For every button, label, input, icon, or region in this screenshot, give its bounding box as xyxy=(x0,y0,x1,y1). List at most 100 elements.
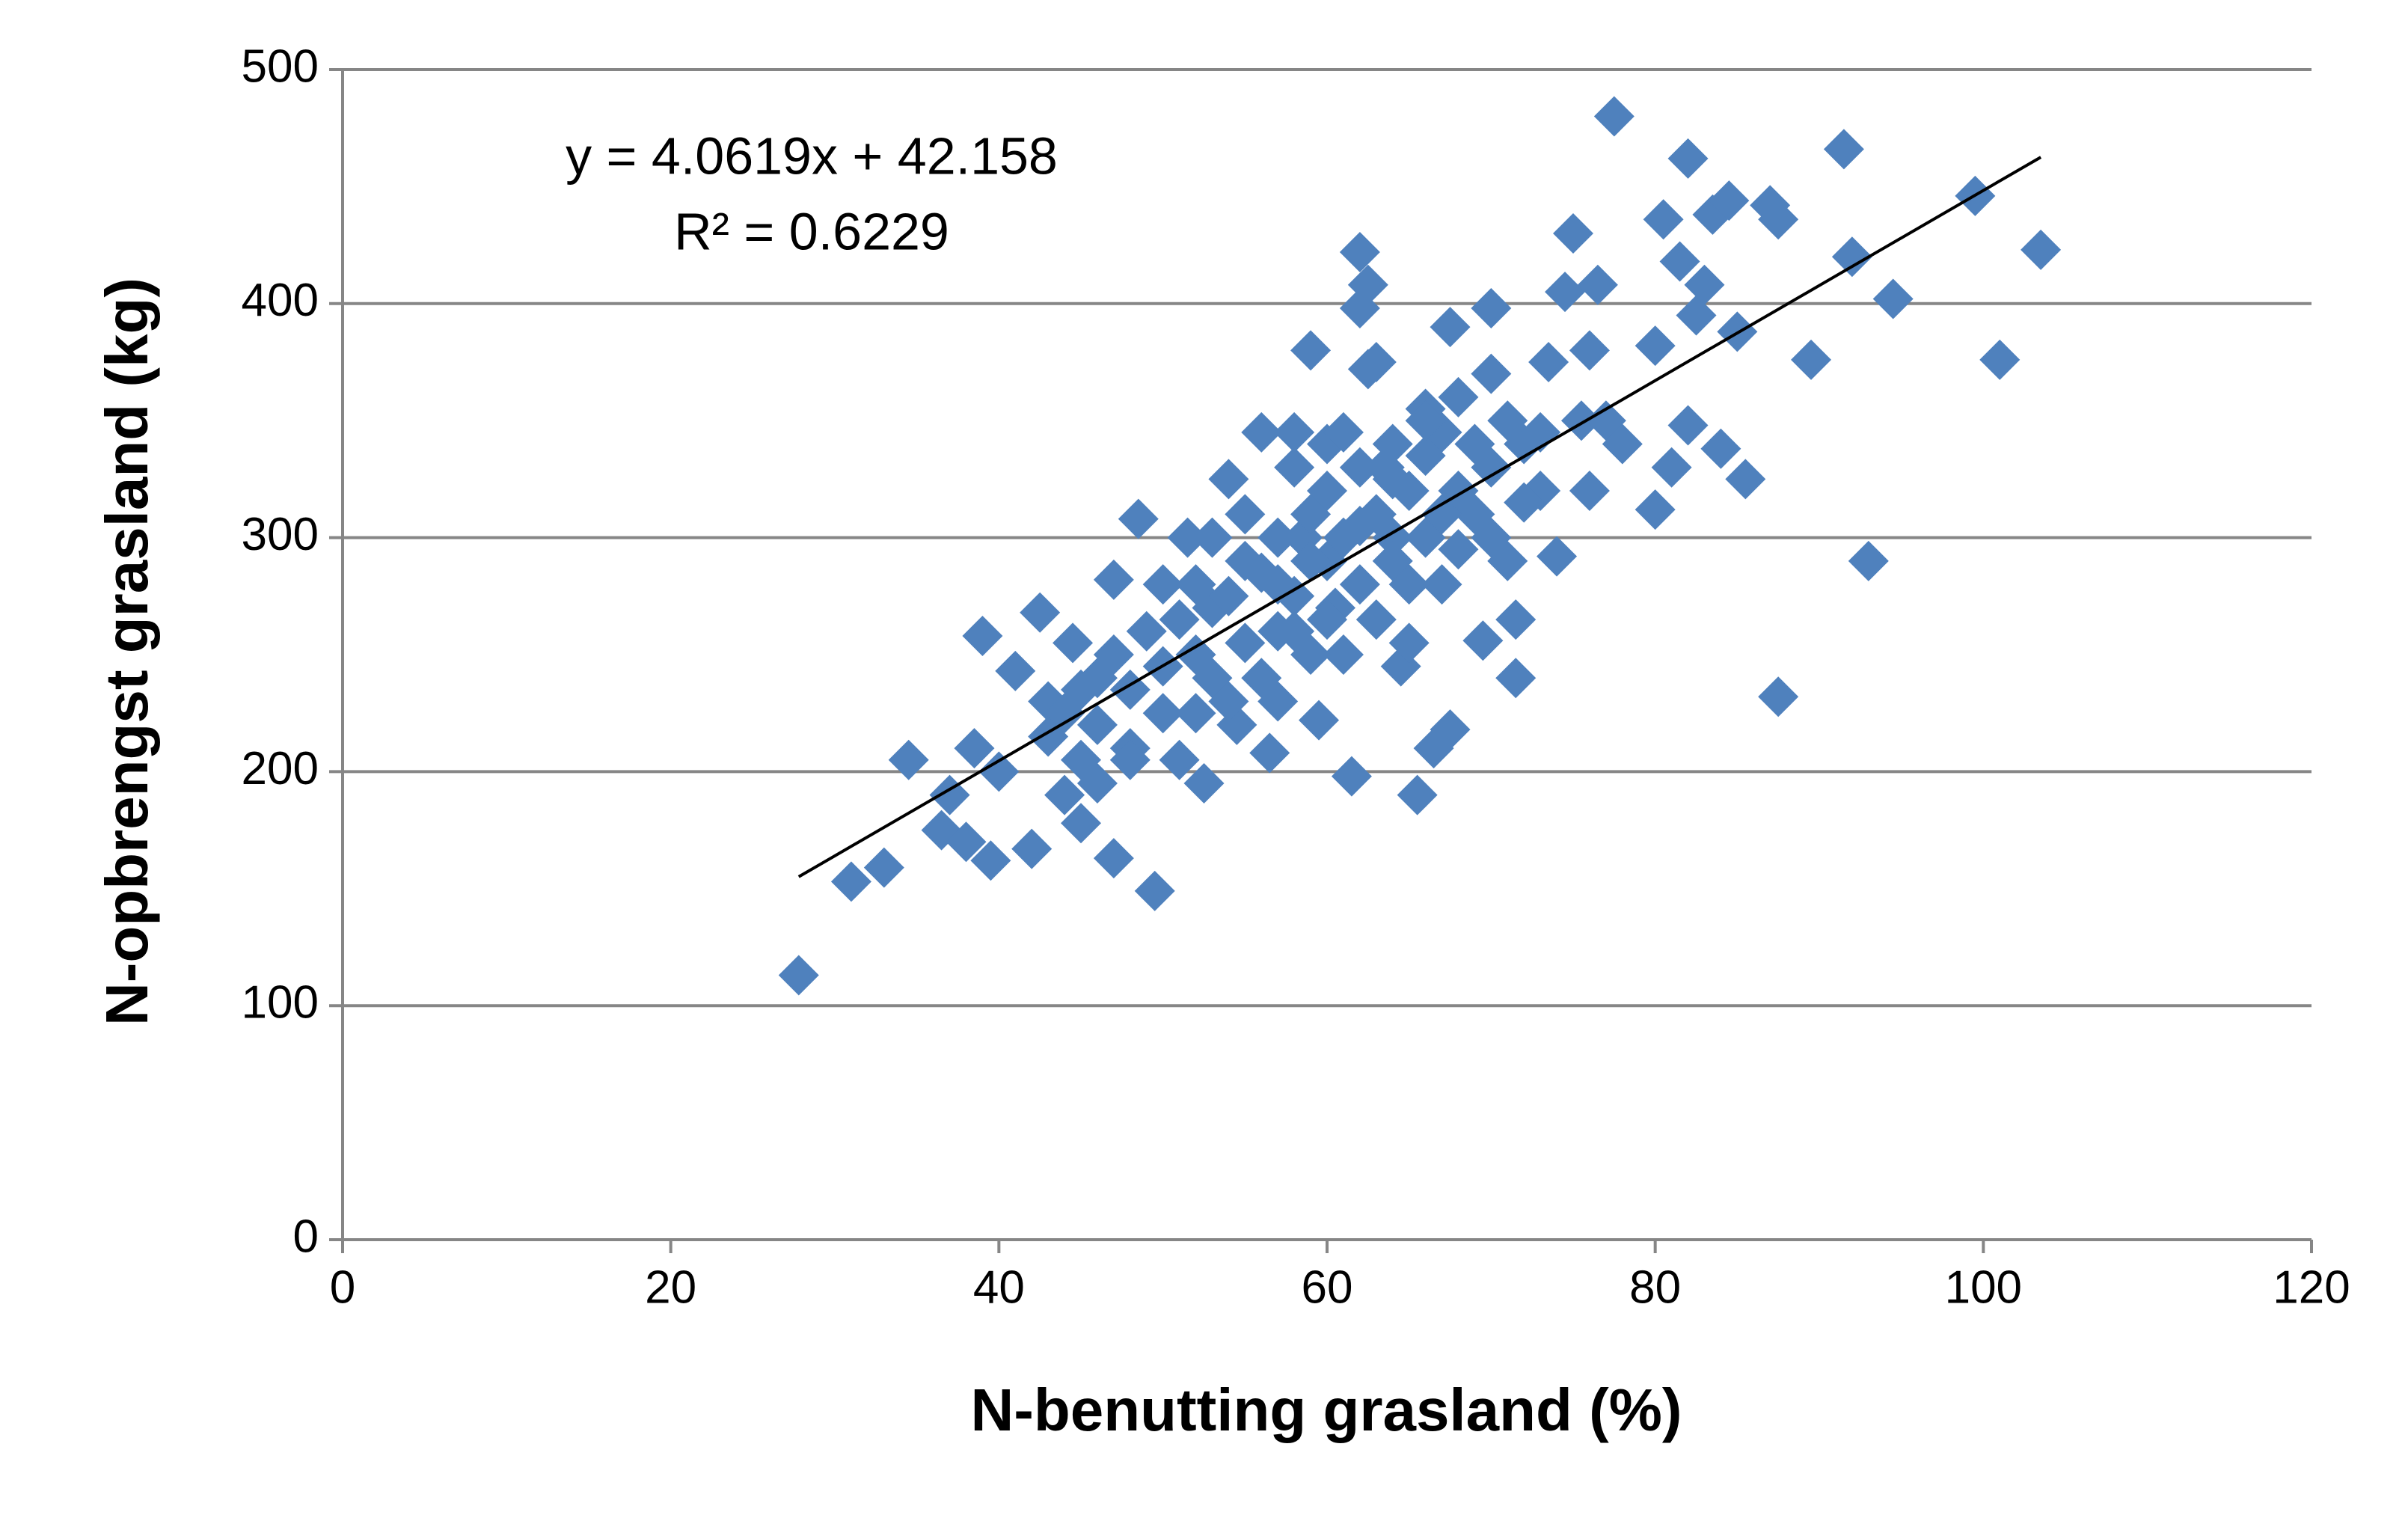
point xyxy=(1208,681,1249,722)
point xyxy=(1545,272,1586,313)
point xyxy=(1831,236,1872,278)
point xyxy=(1684,264,1725,305)
point xyxy=(1225,494,1266,535)
point xyxy=(978,751,1020,792)
point xyxy=(1061,803,1101,844)
point xyxy=(1249,732,1290,774)
point xyxy=(888,739,929,780)
point xyxy=(1471,517,1512,558)
x-tick-label: 100 xyxy=(1945,1261,2022,1313)
point xyxy=(1347,264,1388,305)
point xyxy=(1134,870,1175,911)
point xyxy=(1053,622,1094,664)
point xyxy=(1355,342,1397,382)
point xyxy=(1495,658,1537,699)
axes: 0 100 200 300 400 500 0 20 40 60 80 100 120 xyxy=(242,40,2350,1313)
point xyxy=(995,650,1036,691)
point xyxy=(1725,459,1766,500)
point xyxy=(1495,599,1537,640)
point xyxy=(1593,96,1635,137)
point xyxy=(1643,199,1684,240)
point xyxy=(1274,447,1315,488)
point xyxy=(1388,622,1430,664)
point xyxy=(1667,405,1709,446)
point xyxy=(1192,517,1233,558)
point xyxy=(1635,325,1676,367)
point xyxy=(1791,339,1832,380)
point xyxy=(1183,763,1225,804)
point xyxy=(1159,599,1200,640)
point xyxy=(1537,536,1578,577)
point xyxy=(1602,423,1643,465)
point xyxy=(1979,339,2021,380)
point xyxy=(1175,693,1216,734)
x-tick-label: 40 xyxy=(973,1261,1025,1313)
point xyxy=(1758,199,1799,240)
point xyxy=(1421,494,1462,535)
x-tick-label: 0 xyxy=(330,1261,355,1313)
point xyxy=(1848,540,1889,581)
point xyxy=(1700,428,1741,469)
x-axis-title: N-benutting grasland (%) xyxy=(970,1377,1682,1443)
point xyxy=(1569,330,1610,371)
y-axis-title: N-opbrengst grasland (kg) xyxy=(94,278,160,1026)
y-tick-label: 100 xyxy=(242,977,319,1029)
point xyxy=(1659,241,1700,282)
point xyxy=(1076,704,1118,745)
point xyxy=(1011,828,1053,869)
point xyxy=(1093,634,1134,675)
point xyxy=(1872,278,1914,319)
point xyxy=(1339,564,1380,605)
x-tick-label: 120 xyxy=(2273,1261,2350,1313)
trendline-r2: R² = 0.6229 xyxy=(674,202,949,260)
point xyxy=(1093,838,1134,879)
point xyxy=(1159,739,1200,780)
point xyxy=(1208,459,1249,500)
x-tick-label: 80 xyxy=(1629,1261,1681,1313)
point xyxy=(1126,610,1167,652)
point xyxy=(1667,138,1709,179)
point xyxy=(1241,411,1282,453)
y-tick-label: 500 xyxy=(242,40,319,92)
point xyxy=(2021,229,2062,270)
point xyxy=(1372,459,1413,500)
y-tick-label: 0 xyxy=(293,1211,319,1262)
point xyxy=(1355,599,1397,640)
trendline-equation: y = 4.0619x + 42.158 xyxy=(566,126,1058,185)
point xyxy=(1208,575,1249,616)
point xyxy=(1430,307,1471,348)
point xyxy=(778,955,819,996)
point xyxy=(970,840,1011,881)
point xyxy=(1553,212,1593,254)
point xyxy=(1471,353,1512,394)
point xyxy=(1651,447,1692,488)
point xyxy=(1339,505,1380,546)
point xyxy=(1528,342,1569,382)
point xyxy=(1044,774,1085,815)
point xyxy=(1290,540,1332,581)
point xyxy=(1823,129,1864,170)
point xyxy=(863,847,904,888)
x-tick-label: 60 xyxy=(1302,1261,1353,1313)
point xyxy=(1142,693,1183,734)
point xyxy=(962,615,1003,656)
point xyxy=(1339,231,1380,272)
point xyxy=(1175,564,1216,605)
point xyxy=(1405,400,1446,441)
point xyxy=(1061,739,1101,780)
point xyxy=(1241,658,1282,699)
point xyxy=(1372,423,1413,465)
point xyxy=(1290,330,1332,371)
point xyxy=(1709,180,1750,221)
point xyxy=(1167,517,1208,558)
point xyxy=(1471,447,1512,488)
point xyxy=(1676,295,1717,336)
point xyxy=(1323,634,1364,675)
point xyxy=(1438,529,1479,570)
point xyxy=(1397,774,1438,815)
point xyxy=(1758,676,1799,717)
point xyxy=(954,728,995,769)
point xyxy=(1331,756,1372,797)
